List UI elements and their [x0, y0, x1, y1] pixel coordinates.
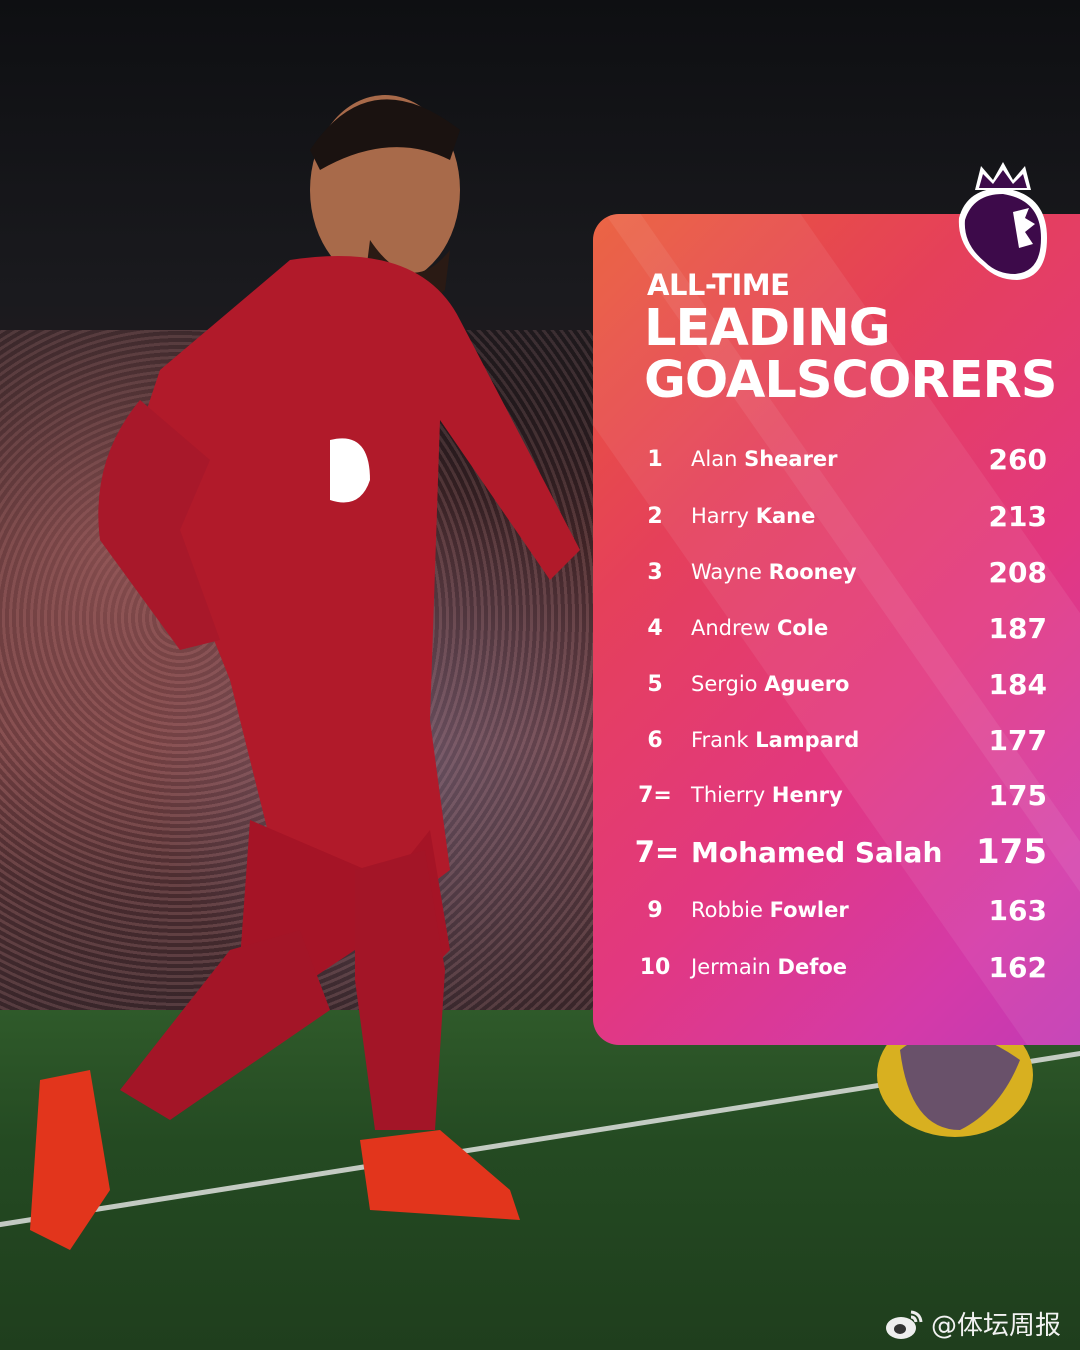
goals: 184	[988, 667, 1047, 701]
player-name: Mohamed Salah	[691, 836, 942, 869]
goals: 213	[988, 499, 1047, 533]
player-name: Frank Lampard	[691, 728, 859, 752]
first-name: Jermain	[691, 955, 771, 979]
title-line-2: GOALSCORERS	[644, 351, 1057, 410]
first-name: Andrew	[691, 616, 771, 640]
player-name: Alan Shearer	[691, 447, 838, 471]
title-eyebrow: ALL-TIME	[647, 268, 790, 302]
first-name: Alan	[691, 447, 738, 471]
player-name: Harry Kane	[691, 504, 815, 528]
first-name: Sergio	[691, 672, 758, 696]
title-line-1: LEADING	[644, 299, 891, 358]
last-name: Fowler	[769, 898, 849, 922]
goals: 175	[988, 778, 1047, 812]
last-name: Shearer	[744, 447, 838, 471]
first-name: Wayne	[691, 560, 762, 584]
goals: 208	[988, 555, 1047, 589]
player-name: Jermain Defoe	[691, 955, 847, 979]
rank: 6	[647, 727, 663, 753]
goals: 162	[988, 950, 1047, 984]
table-row: 10 Jermain Defoe 162	[0, 947, 1080, 987]
last-name: Defoe	[777, 955, 848, 979]
first-name: Robbie	[691, 898, 763, 922]
player-name: Wayne Rooney	[691, 560, 857, 584]
rank: 2	[647, 503, 663, 529]
player-name: Andrew Cole	[691, 616, 828, 640]
table-row: 5 Sergio Aguero 184	[0, 664, 1080, 704]
first-name: Mohamed	[691, 835, 846, 869]
player-name: Robbie Fowler	[691, 898, 849, 922]
rank: 4	[647, 615, 663, 641]
rank: 10	[639, 954, 671, 980]
table-row: 1 Alan Shearer 260	[0, 439, 1080, 479]
weibo-icon	[886, 1310, 923, 1339]
leaderboard-panel	[593, 214, 1080, 1045]
last-name: Salah	[854, 835, 943, 869]
goals: 163	[988, 893, 1047, 927]
last-name: Aguero	[764, 672, 850, 696]
table-row: 4 Andrew Cole 187	[0, 608, 1080, 648]
page-title: LEADING GOALSCORERS	[644, 299, 1057, 410]
rank: 5	[647, 671, 663, 697]
goals: 175	[976, 832, 1047, 872]
table-row: 2 Harry Kane 213	[0, 496, 1080, 536]
table-row: 6 Frank Lampard 177	[0, 720, 1080, 760]
player-name: Sergio Aguero	[691, 672, 849, 696]
table-row: 9 Robbie Fowler 163	[0, 890, 1080, 930]
watermark-text: @体坛周报	[931, 1311, 1062, 1341]
rank: 7=	[634, 835, 680, 869]
last-name: Rooney	[768, 560, 857, 584]
first-name: Frank	[691, 728, 749, 752]
rank: 7=	[638, 782, 672, 808]
first-name: Harry	[691, 504, 749, 528]
rank: 9	[647, 897, 663, 923]
last-name: Kane	[755, 504, 816, 528]
rank: 1	[647, 446, 663, 472]
table-row: 3 Wayne Rooney 208	[0, 552, 1080, 592]
first-name: Thierry	[691, 783, 766, 807]
goals: 260	[988, 442, 1047, 476]
table-row: 7= Mohamed Salah 175	[0, 832, 1080, 872]
premier-league-logo	[958, 162, 1047, 280]
last-name: Henry	[771, 783, 843, 807]
table-row: 7= Thierry Henry 175	[0, 775, 1080, 815]
goals: 187	[988, 611, 1047, 645]
player-name: Thierry Henry	[691, 783, 843, 807]
rank: 3	[647, 559, 663, 585]
last-name: Cole	[776, 616, 829, 640]
watermark: @体坛周报	[885, 1305, 1061, 1342]
last-name: Lampard	[755, 728, 860, 752]
goals: 177	[988, 723, 1047, 757]
